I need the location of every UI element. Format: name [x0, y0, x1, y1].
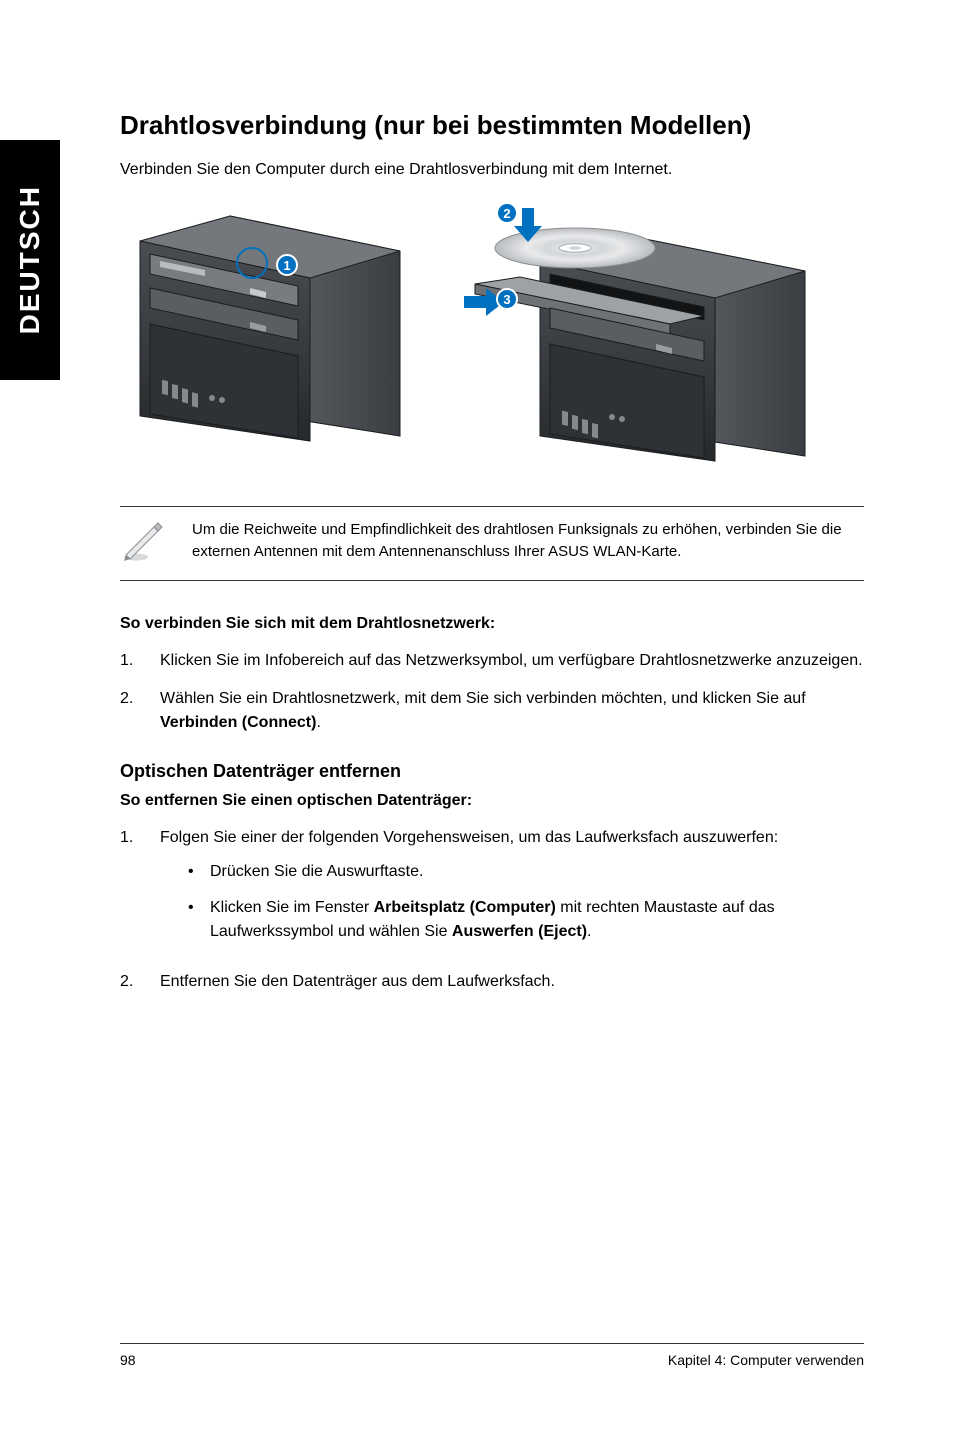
language-side-tab: DEUTSCH — [0, 140, 60, 380]
note-text: Um die Reichweite und Empfindlichkeit de… — [192, 519, 864, 563]
bullet-item: Klicken Sie im Fenster Arbeitsplatz (Com… — [188, 896, 864, 944]
page-number: 98 — [120, 1352, 136, 1368]
note-block: Um die Reichweite und Empfindlichkeit de… — [120, 506, 864, 581]
tower-right-illustration — [460, 206, 820, 466]
page-footer: 98 Kapitel 4: Computer verwenden — [120, 1343, 864, 1368]
page-title: Drahtlosverbindung (nur bei bestimmten M… — [120, 110, 864, 141]
list-item: 1. Folgen Sie einer der folgenden Vorgeh… — [120, 826, 864, 956]
figures-row: 1 — [120, 206, 864, 466]
chapter-label: Kapitel 4: Computer verwenden — [668, 1352, 864, 1368]
list-item: 2. Wählen Sie ein Drahtlosnetzwerk, mit … — [120, 687, 864, 735]
note-pen-icon — [120, 519, 164, 568]
figure-right: 2 3 — [460, 206, 820, 466]
list-item: 2. Entfernen Sie den Datenträger aus dem… — [120, 970, 864, 994]
section1-list: 1. Klicken Sie im Infobereich auf das Ne… — [120, 649, 864, 735]
bullet-list: Drücken Sie die Auswurftaste. Klicken Si… — [188, 860, 864, 944]
section2-title: Optischen Datenträger entfernen — [120, 761, 864, 782]
section1-heading: So verbinden Sie sich mit dem Drahtlosne… — [120, 615, 864, 633]
list-item: 1. Klicken Sie im Infobereich auf das Ne… — [120, 649, 864, 673]
tower-left-illustration — [120, 206, 420, 446]
bullet-item: Drücken Sie die Auswurftaste. — [188, 860, 864, 884]
section2-list: 1. Folgen Sie einer der folgenden Vorgeh… — [120, 826, 864, 994]
section2-heading: So entfernen Sie einen optischen Datentr… — [120, 792, 864, 810]
language-label: DEUTSCH — [14, 185, 46, 334]
figure-left: 1 — [120, 206, 420, 466]
intro-text: Verbinden Sie den Computer durch eine Dr… — [120, 159, 864, 181]
page: DEUTSCH Drahtlosverbindung (nur bei best… — [0, 0, 954, 1438]
